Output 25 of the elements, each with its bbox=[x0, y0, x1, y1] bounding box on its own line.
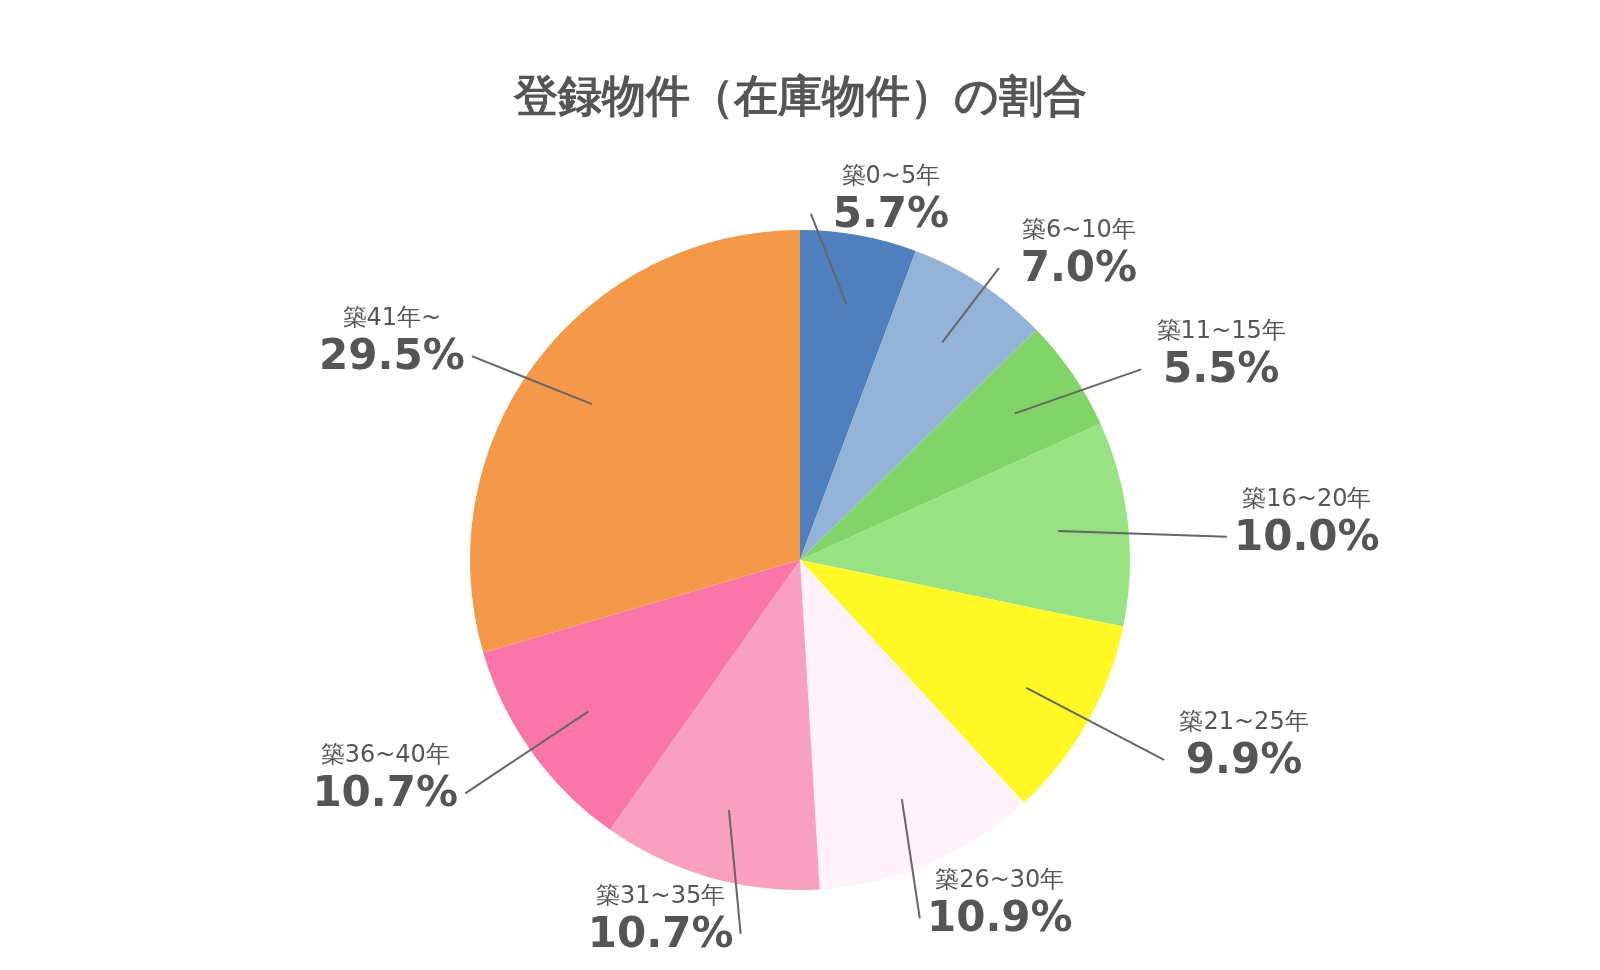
slice-label: 築26~30年 bbox=[935, 865, 1065, 894]
data-label: 9.9% bbox=[1185, 733, 1303, 783]
slice-label: 築41年~ bbox=[342, 303, 442, 332]
chart-title: 登録物件（在庫物件）の割合 bbox=[512, 70, 1087, 121]
data-label: 10.7% bbox=[312, 767, 459, 817]
data-label: 5.5% bbox=[1162, 343, 1280, 393]
data-label: 29.5% bbox=[319, 330, 465, 380]
pie-slice bbox=[800, 423, 1130, 627]
slice-label: 築16~20年 bbox=[1242, 483, 1372, 512]
data-label: 10.9% bbox=[926, 892, 1073, 942]
pie-slice bbox=[483, 560, 800, 830]
slice-label: 築6~10年 bbox=[1021, 215, 1136, 244]
slice-label: 築36~40年 bbox=[320, 740, 450, 769]
pie-slice bbox=[470, 230, 800, 653]
pie-slice bbox=[800, 560, 1124, 803]
slice-label: 築31~35年 bbox=[596, 880, 726, 909]
slice-label: 築21~25年 bbox=[1179, 706, 1309, 735]
slice-label: 築11~15年 bbox=[1156, 316, 1286, 345]
data-label: 10.0% bbox=[1233, 510, 1380, 560]
pie-slice bbox=[800, 329, 1101, 560]
data-label: 5.7% bbox=[832, 187, 950, 237]
pie-slice bbox=[800, 230, 916, 560]
data-label: 10.7% bbox=[587, 907, 734, 957]
data-label: 7.0% bbox=[1020, 242, 1138, 292]
slice-label: 築0~5年 bbox=[841, 160, 941, 189]
